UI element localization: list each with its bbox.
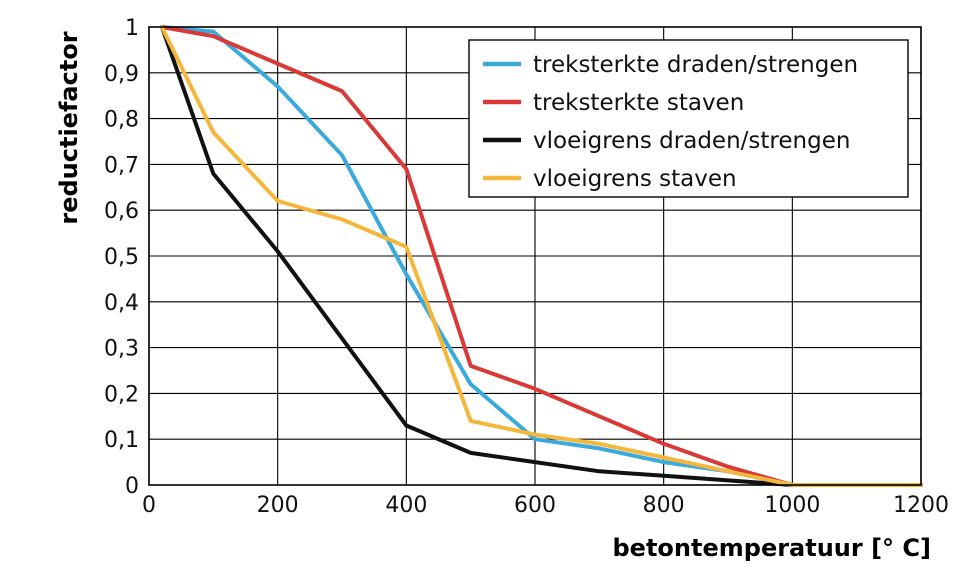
x-tick-label: 200 [257, 493, 299, 518]
y-tick-label: 0 [125, 474, 139, 499]
series-line-2 [159, 25, 923, 487]
x-tick-label: 400 [385, 493, 427, 518]
y-tick-label: 1 [125, 16, 139, 41]
legend-label-4: vloeigrens staven [533, 166, 737, 192]
y-tick-label: 0,8 [104, 108, 139, 133]
y-tick-label: 0,6 [104, 199, 139, 224]
x-tick-label: 1000 [764, 493, 820, 518]
y-tick-label: 0,1 [104, 428, 139, 453]
legend-label-2: treksterkte staven [533, 90, 744, 116]
plot-frame [148, 26, 922, 486]
legend-items: treksterkte draden/strengen treksterkte s… [483, 52, 858, 192]
x-tick-label: 0 [142, 493, 156, 518]
y-tick-label: 0,2 [104, 382, 139, 407]
x-axis-title: betontemperatuur [° C] [613, 534, 932, 562]
x-tick-label: 800 [643, 493, 685, 518]
y-tick-label: 0,3 [104, 337, 139, 362]
y-tick-labels: 0 0,1 0,2 0,3 0,4 0,5 0,6 0,7 0,8 0,9 1 [104, 16, 139, 499]
x-tick-label: 1200 [893, 493, 949, 518]
y-axis-title: reductiefactor [55, 31, 83, 224]
x-tick-labels: 0 200 400 600 800 1000 1200 [142, 493, 949, 518]
y-tick-label: 0,5 [104, 245, 139, 270]
series-line-4 [159, 25, 923, 487]
y-tick-label: 0,9 [104, 62, 139, 87]
series-layer [159, 25, 923, 487]
legend: treksterkte draden/strengen treksterkte s… [468, 39, 909, 198]
y-tick-label: 0,7 [104, 153, 139, 178]
series-line-3 [159, 25, 923, 487]
x-tick-label: 600 [514, 493, 556, 518]
legend-label-1: treksterkte draden/strengen [533, 52, 858, 78]
legend-label-3: vloeigrens draden/strengen [533, 128, 850, 154]
legend-box [468, 39, 909, 198]
y-tick-label: 0,4 [104, 291, 139, 316]
